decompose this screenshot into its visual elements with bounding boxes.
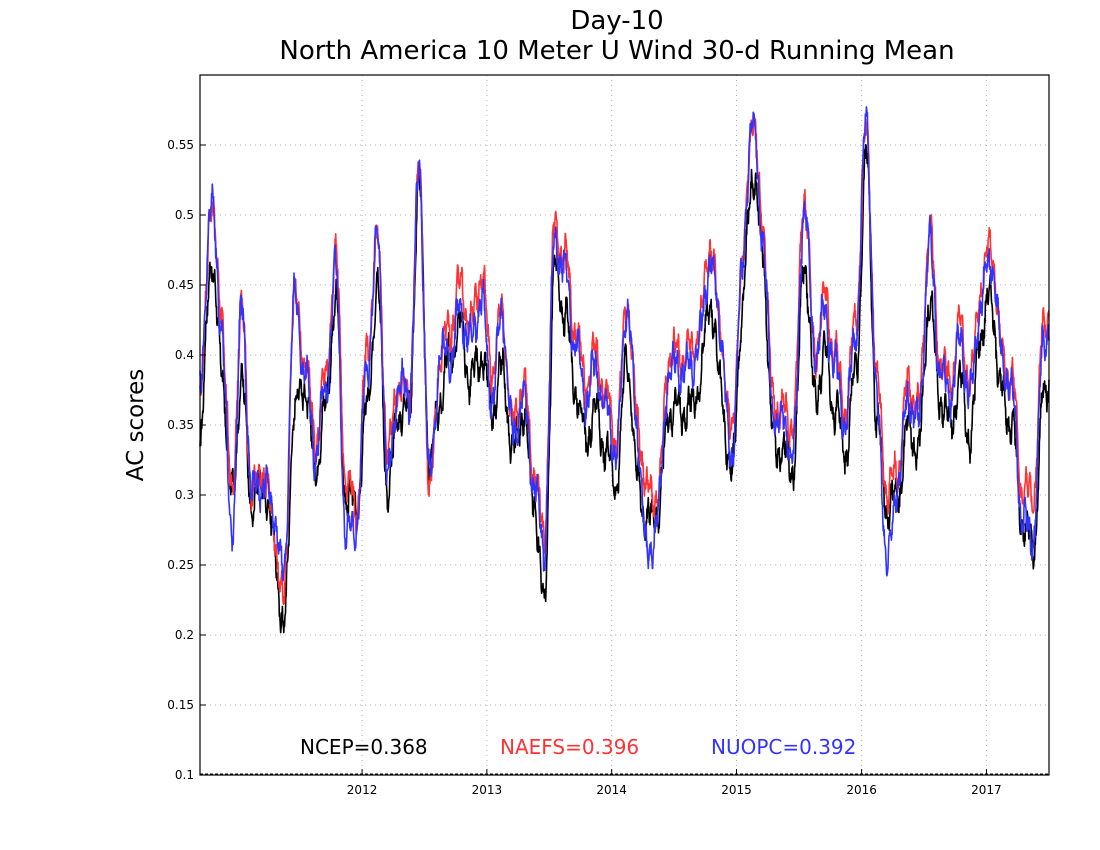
y-tick-label: 0.35 — [167, 418, 194, 432]
legend-stat-nuopc: NUOPC=0.392 — [711, 735, 856, 759]
y-tick-label: 0.45 — [167, 278, 194, 292]
y-axis-label: AC scores — [123, 369, 149, 481]
legend-stats: NCEP=0.368 NAEFS=0.396 NUOPC=0.392 — [300, 735, 856, 759]
x-tick-label: 2015 — [721, 783, 752, 797]
y-tick-label: 0.55 — [167, 138, 194, 152]
chart-subtitle: North America 10 Meter U Wind 30-d Runni… — [279, 36, 954, 66]
x-axis: 2012 2013 2014 2015 2016 2017 — [200, 769, 1049, 797]
chart-title: Day-10 — [570, 6, 663, 36]
series-line-naefs — [199, 118, 1050, 606]
y-tick-label: 0.2 — [175, 628, 194, 642]
y-tick-label: 0.15 — [167, 698, 194, 712]
x-tick-label: 2016 — [846, 783, 877, 797]
series-lines — [199, 106, 1050, 634]
y-axis: 0.1 0.15 0.2 0.25 0.3 0.35 0.4 0.45 0.5 0.55 — [167, 138, 206, 782]
x-tick-label: 2014 — [596, 783, 627, 797]
x-tick-label: 2013 — [472, 783, 503, 797]
x-tick-label: 2012 — [347, 783, 378, 797]
y-tick-label: 0.3 — [175, 488, 194, 502]
y-tick-label: 0.5 — [175, 208, 194, 222]
y-tick-label: 0.25 — [167, 558, 194, 572]
series-line-nuopc — [199, 106, 1050, 582]
x-tick-label: 2017 — [971, 783, 1002, 797]
legend-stat-naefs: NAEFS=0.396 — [500, 735, 639, 759]
legend-stat-ncep: NCEP=0.368 — [300, 735, 428, 759]
y-tick-label: 0.1 — [175, 768, 194, 782]
y-tick-label: 0.4 — [175, 348, 194, 362]
